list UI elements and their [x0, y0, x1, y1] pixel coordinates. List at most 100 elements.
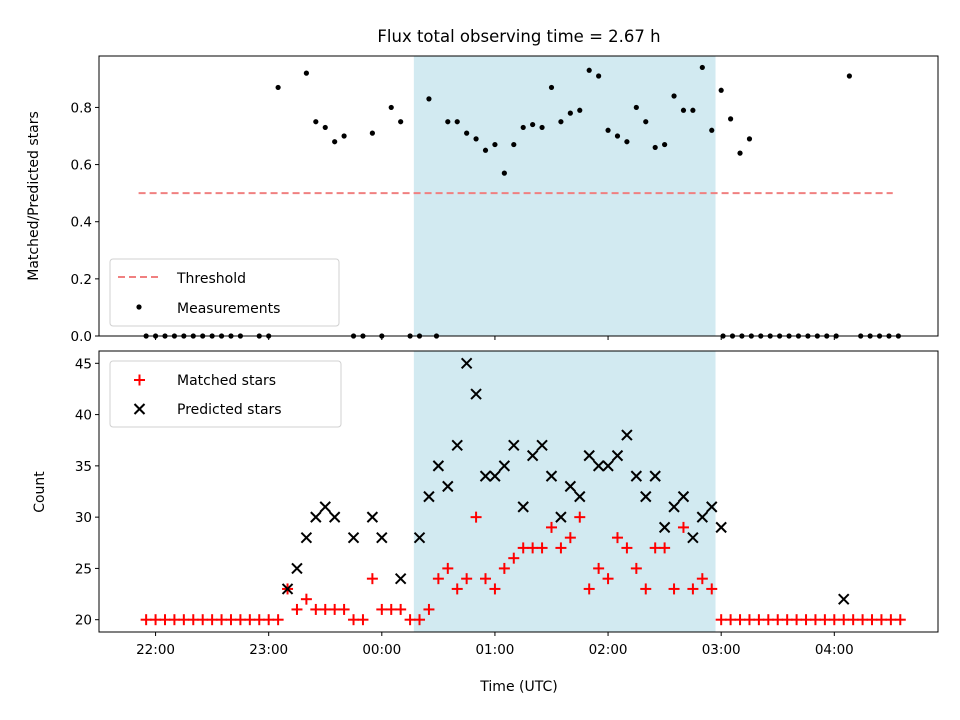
matched-star-point [244, 614, 256, 626]
matched-star-point [630, 562, 642, 574]
matched-star-point [828, 614, 840, 626]
measurement-point [501, 170, 507, 176]
matched-star-point [809, 614, 821, 626]
measurement-point [746, 136, 753, 142]
measurement-point [662, 141, 668, 148]
measurement-point [577, 107, 583, 113]
matched-legend-swatch [134, 374, 145, 386]
matched-star-point [857, 614, 869, 626]
threshold-legend-label: Threshold [176, 271, 246, 287]
matched-star-point [159, 614, 171, 626]
matched-star-point [527, 542, 539, 554]
matched-star-point [423, 603, 435, 615]
x-tick-label: 23:00 [249, 642, 288, 658]
count-y-tick-label: 35 [75, 459, 92, 475]
matched-star-point [461, 573, 473, 585]
matched-star-point [470, 511, 482, 523]
measurement-point [369, 130, 375, 136]
predicted-star-point [536, 439, 548, 452]
predicted-star-point [451, 439, 463, 452]
predicted-star-point [555, 511, 567, 523]
measurement-point [690, 107, 696, 113]
matched-star-point [545, 521, 557, 533]
predicted-star-point [394, 572, 407, 585]
measurement-point [633, 104, 639, 111]
measurement-point [398, 119, 404, 125]
measurement-point [332, 139, 338, 145]
ratio-axes: 0.00.20.40.60.8 Matched/Predicted stars … [26, 55, 939, 345]
predicted-star-point [658, 521, 671, 534]
matched-star-point [649, 542, 661, 554]
matched-star-point [819, 614, 831, 626]
count-axes-frame [98, 350, 939, 633]
matched-star-point [206, 614, 218, 626]
matched-star-point [291, 603, 303, 615]
matched-star-point [272, 614, 284, 626]
predicted-star-point [442, 480, 454, 493]
predicted-star-point [592, 460, 605, 472]
ratio-y-tick-label: 0.0 [71, 329, 92, 345]
matched-star-point [611, 532, 623, 544]
matched-star-point [555, 542, 567, 554]
matched-star-point [150, 614, 162, 626]
predicted-star-point [583, 449, 595, 462]
predicted-star-point [677, 490, 690, 503]
predicted-star-point [489, 470, 501, 482]
predicted-star-point [328, 511, 341, 523]
matched-star-point [640, 583, 652, 595]
count-shaded-span [413, 351, 716, 632]
measurement-point [709, 127, 715, 133]
matched-star-point [706, 583, 718, 595]
matched-star-point [781, 614, 793, 626]
chart-title: Flux total observing time = 2.67 h [377, 27, 660, 46]
x-tick-label: 22:00 [136, 642, 175, 658]
ratio-y-tick-label: 0.2 [71, 272, 92, 288]
matched-star-point [838, 614, 850, 626]
measurement-point [482, 147, 489, 153]
matched-star-point [734, 614, 746, 626]
x-tick-label: 01:00 [475, 642, 514, 658]
matched-star-point [300, 593, 312, 605]
ratio-y-tick-label: 0.6 [71, 158, 92, 174]
measurement-point [313, 119, 319, 125]
measurements-legend-swatch [136, 304, 142, 310]
measurement-point [605, 127, 611, 133]
measurement-point [445, 119, 451, 125]
matched-star-point [432, 573, 444, 585]
measurement-point [737, 150, 743, 156]
matched-star-point [414, 614, 426, 626]
predicted-star-point [413, 531, 426, 544]
matched-star-point [593, 562, 605, 574]
matched-star-point [225, 614, 237, 626]
matched-star-point [310, 603, 322, 615]
matched-star-point [574, 511, 586, 523]
predicted-legend-label: Predicted stars [177, 402, 282, 418]
predicted-legend-swatch [133, 403, 146, 415]
ratio-y-tick-label: 0.4 [71, 215, 92, 231]
x-tick-label: 00:00 [362, 642, 401, 658]
predicted-star-point [668, 501, 680, 513]
predicted-star-point [281, 583, 294, 595]
matched-star-point [517, 542, 529, 554]
predicted-star-point [508, 439, 520, 452]
matched-star-point [772, 614, 784, 626]
measurement-point [643, 119, 649, 125]
measurement-point [558, 119, 564, 125]
matched-star-point [140, 614, 152, 626]
measurement-point [388, 104, 394, 111]
count-y-axis-label: Count [32, 471, 48, 513]
predicted-star-point [602, 460, 614, 472]
matched-star-point [376, 603, 388, 615]
matched-star-point [762, 614, 774, 626]
predicted-star-point [574, 490, 586, 503]
predicted-star-point [347, 531, 360, 544]
matched-star-point [357, 614, 369, 626]
measurement-point [530, 121, 536, 128]
measurement-point [614, 133, 621, 139]
x-tick-label: 02:00 [589, 642, 628, 658]
predicted-star-point [640, 490, 652, 503]
measurement-point [624, 139, 630, 145]
matched-star-point [659, 542, 671, 554]
matched-star-point [875, 614, 887, 626]
